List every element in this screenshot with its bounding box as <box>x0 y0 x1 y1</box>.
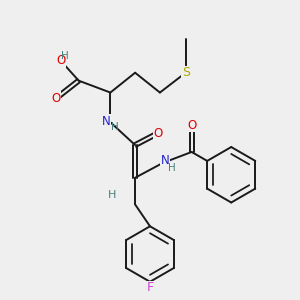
Text: F: F <box>146 281 154 294</box>
Text: O: O <box>51 92 61 105</box>
Text: H: H <box>108 190 116 200</box>
Text: H: H <box>111 122 119 132</box>
Text: H: H <box>61 51 69 61</box>
Text: S: S <box>182 66 190 79</box>
Text: O: O <box>187 119 196 132</box>
Text: N: N <box>102 115 111 128</box>
Text: O: O <box>56 54 65 67</box>
Text: O: O <box>153 127 163 140</box>
Text: N: N <box>160 154 169 167</box>
Text: H: H <box>168 163 176 173</box>
